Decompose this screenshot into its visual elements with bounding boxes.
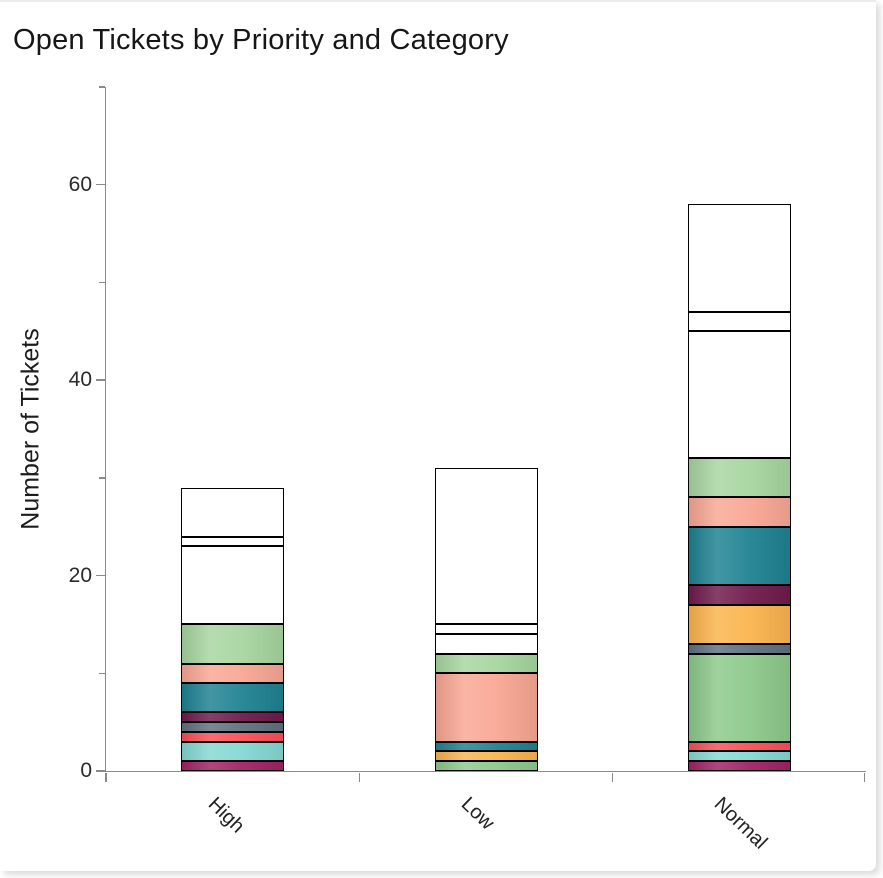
y-axis-minor-tick [98,672,105,675]
bar-segment-cyan [687,751,791,762]
bar-segment-salmon [181,663,285,684]
bar-segment-light-green [687,458,791,498]
bar-segment-orange [687,604,791,644]
bar-segment-white [434,468,538,625]
y-axis-tick-label: 40 [68,368,92,392]
bar-segment-medium-green [687,653,791,742]
bar-segment-white [687,331,791,459]
bar-segment-red [181,731,285,742]
bar-segment-light-green [181,624,285,664]
plot-area: 0 20 40 60 High Low Normal [69,86,866,854]
x-category-label-low: Low [456,793,499,835]
x-axis-boundary-tick [863,772,866,782]
x-category-label-high: High [203,793,249,838]
bar-segment-salmon [687,497,791,527]
y-axis-major-tick [95,574,105,577]
bar-segment-white [181,536,285,547]
x-category-label-normal: Normal [710,793,772,854]
x-axis-boundary-tick [105,772,107,782]
stacked-bar-normal [687,87,791,771]
bar-segment-white [434,624,538,635]
stacked-bar-high [181,87,285,771]
y-axis-minor-tick [98,281,105,284]
bar-segment-red [687,741,791,752]
y-axis-tick-label: 0 [80,759,92,782]
y-axis-tick-label: 20 [68,563,92,587]
bar-segment-teal [687,526,791,586]
y-axis-minor-tick [98,477,105,479]
y-axis-major-tick [95,770,105,772]
x-axis-boundary-tick [611,772,614,782]
bar-segment-white [181,546,285,625]
bar-segment-light-green [434,653,538,674]
y-axis-major-tick [95,183,105,186]
bar-segment-slate [687,643,791,654]
bar-segment-maroon [181,712,285,723]
bar-segment-magenta [687,761,791,771]
y-axis-tick-label: 60 [68,172,92,196]
bar-segment-teal [434,741,538,752]
bar-segment-magenta [181,761,285,771]
bar-segment-maroon [687,585,791,605]
bar-segment-teal [181,683,285,713]
bar-segment-white [687,311,791,332]
y-axis-minor-tick [98,86,105,88]
bar-segment-medium-green [434,761,538,771]
x-axis-boundary-tick [358,772,361,782]
stacked-bar-low [434,87,538,771]
chart-title: Open Tickets by Priority and Category [13,24,509,56]
y-axis-major-tick [95,379,105,381]
bar-segment-white [687,204,791,312]
bar-segment-cyan [181,741,285,762]
bar-segment-orange [434,751,538,762]
bar-segment-white [434,634,538,654]
y-axis-title: Number of Tickets [16,328,45,530]
bar-segment-slate [181,722,285,732]
bar-segment-salmon [434,673,538,742]
bar-segment-white [181,487,285,537]
